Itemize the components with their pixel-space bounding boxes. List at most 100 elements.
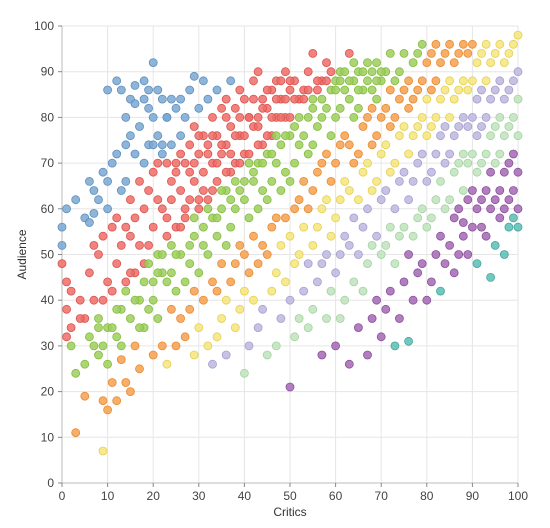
data-point <box>121 286 131 296</box>
data-point <box>166 304 176 314</box>
data-point <box>458 39 468 49</box>
data-point <box>157 204 167 214</box>
data-point <box>239 131 249 141</box>
data-point <box>381 140 391 150</box>
data-point <box>294 195 304 205</box>
data-point <box>249 176 258 186</box>
data-point <box>417 149 427 159</box>
data-point <box>75 314 85 323</box>
data-point <box>390 76 400 86</box>
data-point <box>499 250 509 259</box>
data-point <box>98 295 108 305</box>
x-tick-label: 0 <box>59 489 66 503</box>
data-point <box>436 131 445 141</box>
data-point <box>235 158 245 168</box>
data-point <box>249 94 258 104</box>
data-point <box>271 213 281 223</box>
data-point <box>509 213 518 223</box>
data-point <box>262 131 272 141</box>
data-point <box>458 231 468 241</box>
data-point <box>399 277 409 287</box>
data-point <box>230 103 240 113</box>
data-point <box>198 167 208 177</box>
data-point <box>322 195 331 205</box>
data-point <box>513 204 523 214</box>
data-point <box>262 350 272 360</box>
data-point <box>253 204 263 214</box>
data-point <box>290 94 300 104</box>
data-point <box>157 94 167 104</box>
data-point <box>194 323 204 333</box>
data-point <box>285 382 295 392</box>
data-point <box>408 131 418 141</box>
data-point <box>244 158 254 168</box>
data-point <box>121 378 131 387</box>
data-point <box>353 323 363 333</box>
y-tick-label: 10 <box>41 430 55 444</box>
data-point <box>285 113 295 122</box>
data-point <box>499 131 509 141</box>
data-point <box>308 240 318 250</box>
data-point <box>139 76 149 86</box>
data-point <box>153 195 163 205</box>
data-point <box>417 259 427 269</box>
data-point <box>404 103 414 113</box>
data-point <box>208 186 217 195</box>
data-point <box>116 186 126 195</box>
data-point <box>458 113 468 122</box>
data-point <box>481 39 491 49</box>
data-point <box>445 113 455 122</box>
data-point <box>258 94 268 104</box>
data-point <box>504 222 514 232</box>
data-point <box>89 295 99 305</box>
data-point <box>303 67 313 77</box>
data-point <box>226 222 236 232</box>
data-point <box>303 259 313 269</box>
data-point <box>458 76 468 86</box>
data-point <box>358 122 368 131</box>
data-point <box>331 85 341 95</box>
data-point <box>477 158 486 168</box>
data-point <box>116 85 126 95</box>
data-point <box>212 213 222 223</box>
data-point <box>490 195 500 205</box>
data-point <box>363 204 372 214</box>
data-point <box>290 204 300 214</box>
data-point <box>344 76 354 86</box>
data-point <box>148 277 158 287</box>
data-point <box>121 140 131 150</box>
data-point <box>107 378 117 387</box>
data-point <box>221 94 231 104</box>
y-axis-title: Audience <box>15 229 29 279</box>
data-point <box>431 149 441 159</box>
data-point <box>490 85 500 95</box>
data-point <box>372 58 382 67</box>
data-point <box>436 231 445 241</box>
x-tick-label: 90 <box>466 489 480 503</box>
data-point <box>125 131 135 141</box>
data-point <box>198 295 208 305</box>
data-point <box>294 314 304 323</box>
data-point <box>317 158 327 168</box>
data-point <box>157 341 167 351</box>
data-point <box>322 103 331 113</box>
data-point <box>349 113 359 122</box>
data-point <box>513 222 523 232</box>
data-point <box>449 167 459 177</box>
data-point <box>171 103 181 113</box>
grid-lines <box>61 25 519 484</box>
data-point <box>440 158 450 168</box>
data-point <box>372 176 382 186</box>
x-tick-label: 50 <box>283 489 297 503</box>
data-point <box>353 103 363 113</box>
data-point <box>249 231 258 241</box>
data-point <box>454 49 464 58</box>
data-point <box>431 76 441 86</box>
data-point <box>481 186 491 195</box>
data-point <box>312 167 322 177</box>
data-point <box>94 314 103 323</box>
data-point <box>148 295 158 305</box>
data-point <box>98 446 108 456</box>
data-point <box>394 176 404 186</box>
